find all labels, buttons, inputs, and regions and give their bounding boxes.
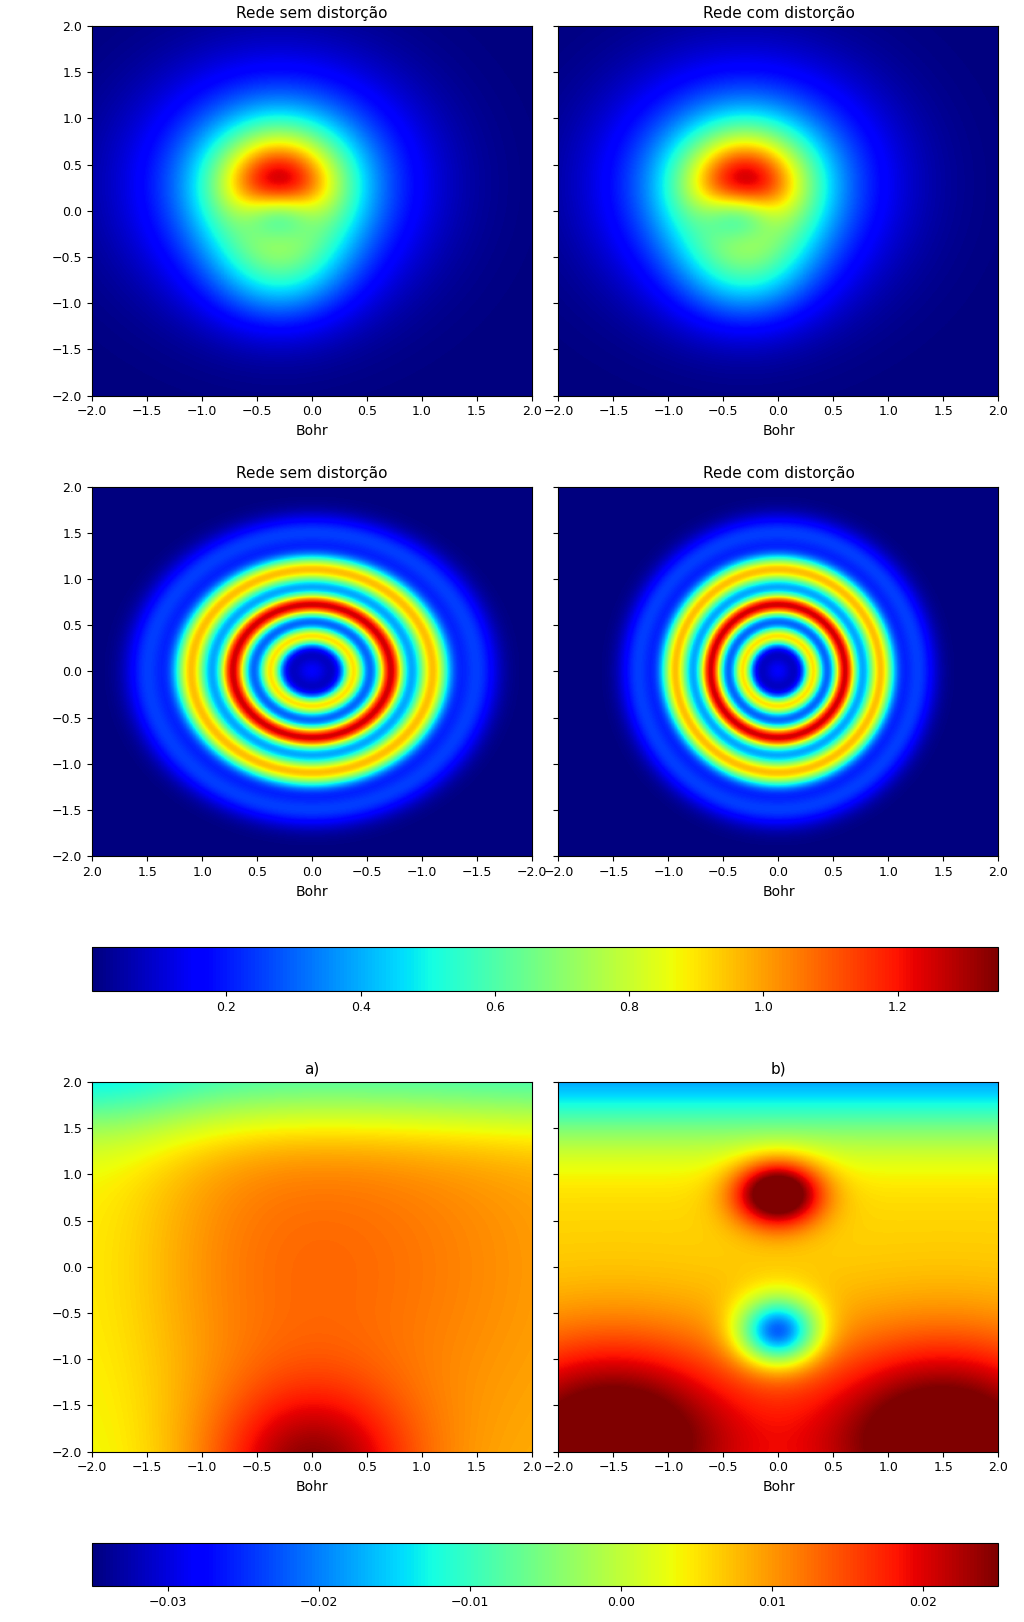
Title: Rede com distorção: Rede com distorção — [702, 466, 854, 482]
Title: Rede com distorção: Rede com distorção — [702, 5, 854, 21]
X-axis label: Bohr: Bohr — [296, 423, 329, 438]
Title: Rede sem distorção: Rede sem distorção — [237, 466, 388, 482]
X-axis label: Bohr: Bohr — [296, 1479, 329, 1494]
Title: b): b) — [771, 1061, 786, 1077]
Title: a): a) — [304, 1061, 319, 1077]
Title: Rede sem distorção: Rede sem distorção — [237, 5, 388, 21]
X-axis label: Bohr: Bohr — [762, 884, 795, 899]
X-axis label: Bohr: Bohr — [762, 1479, 795, 1494]
X-axis label: Bohr: Bohr — [762, 423, 795, 438]
X-axis label: Bohr: Bohr — [296, 884, 329, 899]
